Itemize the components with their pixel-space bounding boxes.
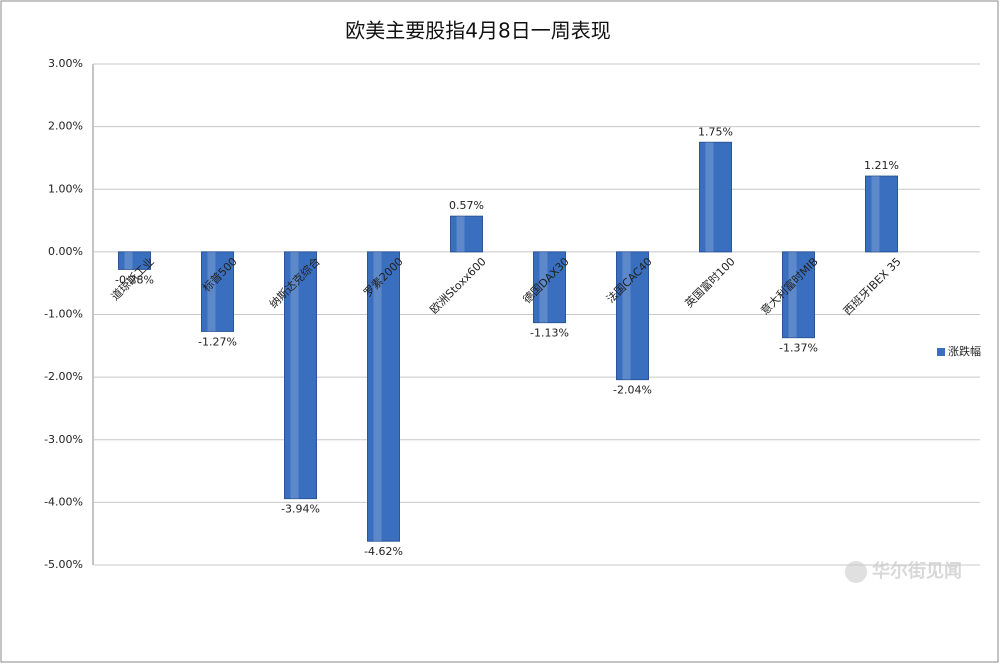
bar-highlight xyxy=(871,176,880,252)
value-label: 1.75% xyxy=(698,125,733,138)
bar xyxy=(201,251,234,332)
y-tick-label: 2.00% xyxy=(48,120,83,133)
value-label: -1.27% xyxy=(198,335,237,348)
legend-label: 涨跌幅 xyxy=(948,344,981,358)
bar-highlight xyxy=(705,142,714,252)
bar xyxy=(782,251,815,339)
bar-highlight xyxy=(290,251,299,499)
value-label: 0.57% xyxy=(449,199,484,212)
chart-title: 欧美主要股指4月8日一周表现 xyxy=(345,19,610,43)
bar xyxy=(616,251,649,381)
watermark: 华尔街见闻 xyxy=(872,560,962,582)
value-label: -0.28% xyxy=(115,273,154,286)
bar-highlight xyxy=(373,251,382,542)
bar-highlight xyxy=(622,251,631,380)
bar xyxy=(367,251,400,542)
y-tick-label: 3.00% xyxy=(48,57,83,70)
bar-highlight xyxy=(456,216,465,252)
bar xyxy=(118,251,151,270)
y-tick-label: -4.00% xyxy=(44,495,83,508)
legend-swatch xyxy=(937,348,945,356)
bar-highlight xyxy=(539,251,548,323)
bar xyxy=(533,251,566,324)
y-tick-label: -3.00% xyxy=(44,433,83,446)
value-label: -3.94% xyxy=(281,503,320,516)
bar xyxy=(865,175,898,253)
y-tick-label: 1.00% xyxy=(48,182,83,195)
watermark-icon xyxy=(845,561,867,583)
y-tick-label: 0.00% xyxy=(48,245,83,258)
y-tick-label: -2.00% xyxy=(44,370,83,383)
value-label: 1.21% xyxy=(864,159,899,172)
y-tick-label: -5.00% xyxy=(44,558,83,571)
bar-highlight xyxy=(788,251,797,338)
y-tick-label: -1.00% xyxy=(44,308,83,321)
value-label: -2.04% xyxy=(613,384,652,397)
bar-highlight xyxy=(124,251,133,270)
bar-highlight xyxy=(207,251,216,332)
bar xyxy=(699,141,732,253)
value-label: -1.37% xyxy=(779,342,818,355)
value-label: -4.62% xyxy=(364,545,403,558)
value-label: -1.13% xyxy=(530,327,569,340)
bar xyxy=(450,215,483,253)
bar xyxy=(284,251,317,500)
